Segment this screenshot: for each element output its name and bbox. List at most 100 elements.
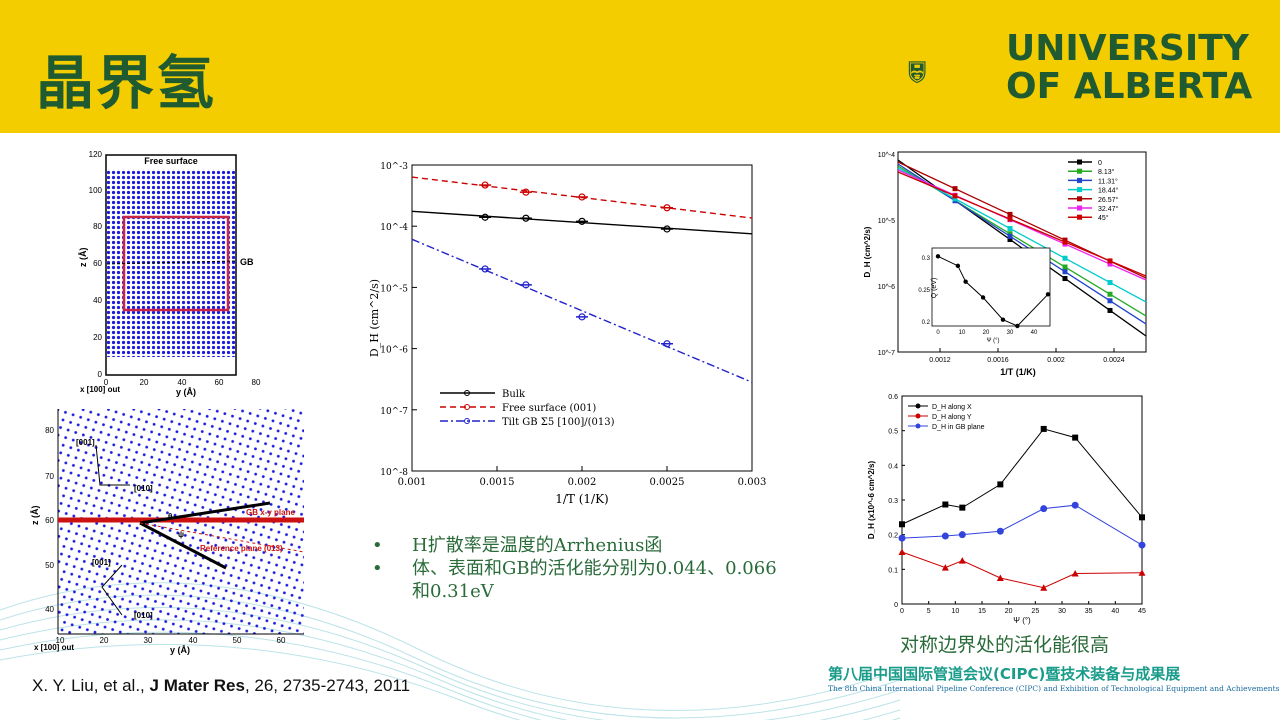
legend-marker xyxy=(464,404,470,410)
x-tick-label: 0.0015 xyxy=(480,477,515,488)
data-point xyxy=(1062,239,1068,245)
bullet-text: H扩散率是温度的Arrhenius函 xyxy=(412,535,663,556)
bullet-list: • H扩散率是温度的Arrhenius函 • 体、表面和GB的活化能分别为0.044… xyxy=(372,534,792,603)
x-tick-label: 0.002 xyxy=(1047,357,1065,364)
legend-label: D_H in GB plane xyxy=(932,424,985,431)
y-tick-label: 10^-7 xyxy=(380,407,408,417)
x-tick-label: 25 xyxy=(1031,608,1039,615)
gb-dir-label: [010] xyxy=(134,484,153,493)
bullet-item: • 体、表面和GB的活化能分别为0.044、0.066和0.31eV xyxy=(372,557,792,603)
data-point xyxy=(1062,276,1068,282)
data-point xyxy=(522,281,530,289)
university-logo xyxy=(908,61,926,84)
atom-xlabel-left: x [100] out xyxy=(80,385,120,394)
series-line xyxy=(411,238,753,383)
legend-marker xyxy=(464,390,470,396)
atom-xtick: 0 xyxy=(104,378,109,387)
legend-marker xyxy=(464,418,470,424)
data-point xyxy=(578,217,586,225)
data-point xyxy=(942,501,949,508)
bullet-item: • H扩散率是温度的Arrhenius函 xyxy=(372,534,792,557)
inset-point xyxy=(955,263,961,269)
theta-label: θ xyxy=(168,512,172,521)
reference-citation: X. Y. Liu, et al., J Mater Res, 26, 2735… xyxy=(32,676,410,696)
series-line xyxy=(411,210,753,235)
arrhenius-chart: 0.001 0.0015 0.002 0.0025 0.003 10^-3 10^-4 10^… xyxy=(368,162,767,506)
x-tick-label: 0.0016 xyxy=(987,357,1009,364)
logo-line-2: OF ALBERTA xyxy=(1006,66,1253,107)
data-point xyxy=(941,532,949,540)
ref-journal: J Mater Res xyxy=(149,676,245,695)
inset-x-tick: 30 xyxy=(1007,330,1014,336)
x-tick-label: 0.002 xyxy=(568,477,597,488)
data-point xyxy=(898,548,906,555)
legend-label: 45° xyxy=(1098,214,1109,222)
data-point xyxy=(1007,216,1013,222)
atom-ytick: 0 xyxy=(98,370,103,379)
chart0-xlabel: 1/T (1/K) xyxy=(555,492,609,506)
data-point xyxy=(952,186,958,192)
inset-point xyxy=(1000,317,1006,322)
gb-plane-label: GB x-y plane xyxy=(246,508,295,517)
legend-marker xyxy=(1077,196,1082,202)
x-tick-label: 35 xyxy=(1085,608,1093,615)
series-line xyxy=(897,171,1147,277)
x-tick-label: 0.003 xyxy=(738,477,767,488)
data-point xyxy=(1107,291,1113,297)
y-tick-label: 0.1 xyxy=(888,567,898,574)
x-tick-label: 10 xyxy=(951,608,959,615)
legend-marker xyxy=(915,403,921,409)
data-point xyxy=(663,204,671,212)
data-point xyxy=(522,214,530,222)
slide-title: 晶界氢 xyxy=(36,49,217,117)
gb-xlabel-left: x [100] out xyxy=(34,643,74,652)
data-point xyxy=(941,564,949,571)
inset-x-tick: 10 xyxy=(959,330,966,336)
data-point xyxy=(997,481,1004,488)
gb-ytick: 50 xyxy=(45,561,54,570)
inset-xlabel: Ψ (°) xyxy=(986,338,999,344)
conference-title-en: The 8th China International Pipeline Con… xyxy=(828,684,1280,693)
data-point xyxy=(578,193,586,201)
data-point xyxy=(996,574,1004,581)
gb-xtick: 10 xyxy=(56,636,65,645)
legend-label: 0 xyxy=(1098,160,1102,167)
gb-xlabel: y (Å) xyxy=(170,645,190,655)
data-point xyxy=(958,557,966,564)
inset-x-tick: 0 xyxy=(936,330,940,336)
data-point xyxy=(1107,261,1113,267)
x-tick-label: 5 xyxy=(927,608,931,615)
data-point xyxy=(1007,231,1013,237)
arrhenius-angle-chart: 0.0012 0.0016 0.002 0.0024 10^-4 10^-5 10^-6 10… xyxy=(863,151,1147,377)
gb-ytick: 80 xyxy=(45,426,54,435)
gb-geometry-panel: [001] [010] [001] [010] GB x-y plane Ref… xyxy=(30,409,305,655)
legend-label: Bulk xyxy=(502,389,526,400)
legend-label: D_H along X xyxy=(932,404,972,411)
legend-marker xyxy=(915,413,921,419)
data-point xyxy=(481,213,489,221)
data-point xyxy=(898,534,906,542)
chart2-ylabel: D_H (x10^-6 cm^2/s) xyxy=(867,461,876,540)
data-point xyxy=(1007,236,1013,242)
atom-ytick: 20 xyxy=(93,333,102,342)
slide-header xyxy=(0,0,1280,133)
inset-ylabel: Q (eV) xyxy=(931,278,938,299)
x-tick-label: 45 xyxy=(1138,608,1146,615)
atom-structure-panel: Free surface GB 120 100 80 60 40 20 0 0 … xyxy=(78,150,261,397)
data-point xyxy=(952,193,958,199)
x-tick-label: 15 xyxy=(978,608,986,615)
x-tick-label: 0.0025 xyxy=(650,477,685,488)
bullet-text: 体、表面和GB的活化能分别为0.044、0.066和0.31eV xyxy=(412,558,777,602)
y-tick-label: 10^-3 xyxy=(380,162,408,172)
data-point xyxy=(481,181,489,189)
atom-ytick: 40 xyxy=(93,296,102,305)
data-point xyxy=(522,188,530,196)
data-point xyxy=(578,313,586,321)
data-point xyxy=(1007,211,1013,217)
x-tick-label: 40 xyxy=(1111,608,1119,615)
data-point xyxy=(958,531,966,539)
legend-marker xyxy=(1077,214,1082,220)
bullet-dot: • xyxy=(372,535,383,556)
y-tick-label: 10^-6 xyxy=(878,284,895,291)
inset-point xyxy=(935,254,941,259)
